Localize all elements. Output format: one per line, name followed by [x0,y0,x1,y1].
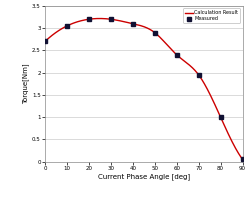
Line: Measured: Measured [43,17,244,161]
Measured [109,18,112,20]
Calculation Result [122,20,125,23]
Calculation Result [188,64,190,66]
Measured [219,116,222,118]
Measured [66,25,68,27]
Measured [44,40,46,43]
Calculation Result [98,17,101,20]
Calculation Result [108,18,111,20]
Line: Calculation Result: Calculation Result [45,19,242,159]
Measured [197,74,200,76]
Y-axis label: Torque[Nm]: Torque[Nm] [22,63,29,104]
Measured [88,18,90,20]
Calculation Result [186,63,190,65]
Calculation Result [67,24,70,26]
Legend: Calculation Result, Measured: Calculation Result, Measured [184,8,240,23]
Measured [131,22,134,25]
Calculation Result [241,158,244,161]
Calculation Result [44,40,46,43]
Measured [175,54,178,56]
X-axis label: Current Phase Angle [deg]: Current Phase Angle [deg] [98,174,190,180]
Measured [153,31,156,34]
Measured [241,158,244,161]
Calculation Result [168,47,171,49]
